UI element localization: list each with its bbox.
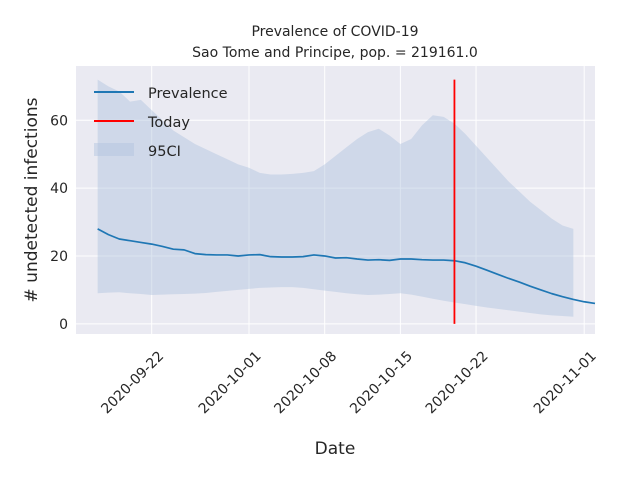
plot-area bbox=[76, 66, 595, 334]
chart-subtitle: Sao Tome and Principe, pop. = 219161.0 bbox=[192, 45, 478, 61]
chart-title: Prevalence of COVID-19 bbox=[251, 24, 418, 40]
legend-label-prevalence: Prevalence bbox=[148, 86, 228, 102]
data-marks bbox=[97, 79, 596, 324]
y-tick-label: 20 bbox=[50, 249, 68, 265]
x-axis-label: Date bbox=[315, 439, 356, 459]
y-tick-label: 60 bbox=[50, 113, 68, 129]
legend-label-95ci: 95CI bbox=[148, 144, 181, 160]
legend-label-today: Today bbox=[147, 115, 190, 131]
y-tick-label: 0 bbox=[59, 317, 68, 333]
legend-swatch-95ci bbox=[94, 143, 134, 156]
grid bbox=[76, 66, 595, 334]
y-axis-label: # undetected infections bbox=[22, 97, 42, 302]
legend: Prevalence Today 95CI bbox=[94, 86, 228, 160]
y-ticks: 0 20 40 60 bbox=[50, 113, 68, 333]
y-tick-label: 40 bbox=[50, 181, 68, 197]
prevalence-line bbox=[97, 228, 596, 305]
